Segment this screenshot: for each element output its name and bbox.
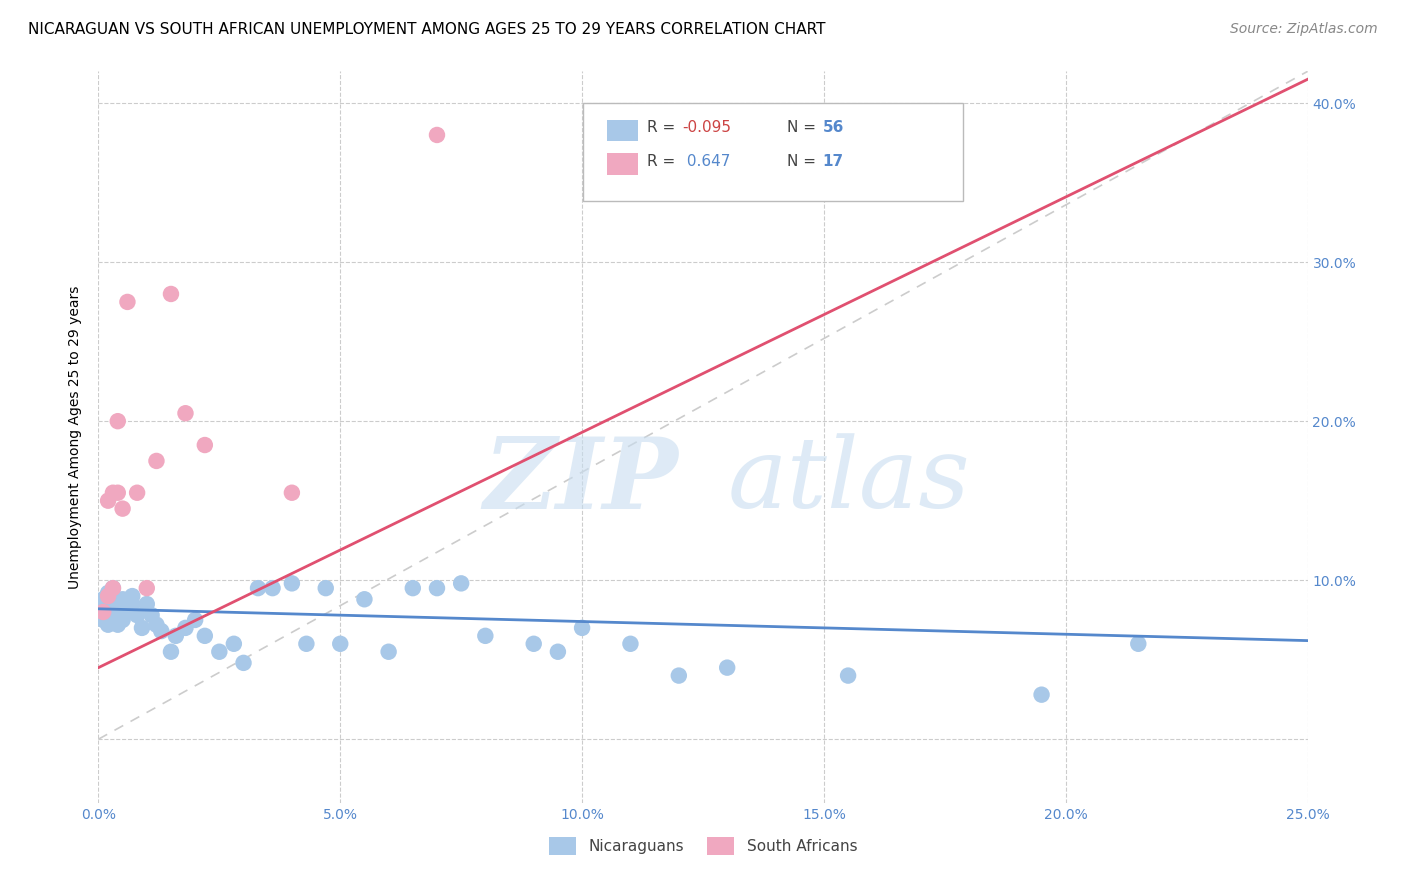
Point xyxy=(716,660,738,674)
Point xyxy=(295,637,318,651)
Point xyxy=(194,438,217,452)
Point xyxy=(145,454,167,468)
Point xyxy=(135,581,157,595)
Point xyxy=(450,576,472,591)
Text: N =: N = xyxy=(787,154,821,169)
Point xyxy=(426,128,449,142)
Point xyxy=(101,597,124,611)
Point xyxy=(668,668,690,682)
Point xyxy=(222,637,245,651)
Text: ZIP: ZIP xyxy=(484,433,679,529)
Point xyxy=(107,608,129,623)
Text: NICARAGUAN VS SOUTH AFRICAN UNEMPLOYMENT AMONG AGES 25 TO 29 YEARS CORRELATION C: NICARAGUAN VS SOUTH AFRICAN UNEMPLOYMENT… xyxy=(28,22,825,37)
Point xyxy=(315,581,337,595)
Point xyxy=(101,581,124,595)
Point xyxy=(107,485,129,500)
Point xyxy=(329,637,352,651)
Y-axis label: Unemployment Among Ages 25 to 29 years: Unemployment Among Ages 25 to 29 years xyxy=(69,285,83,589)
Text: N =: N = xyxy=(787,120,821,136)
Point xyxy=(232,656,254,670)
Point xyxy=(174,621,197,635)
Text: 0.647: 0.647 xyxy=(682,154,730,169)
Point xyxy=(426,581,449,595)
Point xyxy=(97,617,120,632)
Text: 56: 56 xyxy=(823,120,844,136)
Point xyxy=(402,581,425,595)
Text: Source: ZipAtlas.com: Source: ZipAtlas.com xyxy=(1230,22,1378,37)
Point xyxy=(523,637,546,651)
Point xyxy=(107,597,129,611)
Point xyxy=(135,597,157,611)
Text: R =: R = xyxy=(647,154,681,169)
Point xyxy=(165,629,187,643)
Point xyxy=(174,406,197,420)
Point xyxy=(145,617,167,632)
Text: R =: R = xyxy=(647,120,681,136)
Point xyxy=(117,294,139,309)
Point xyxy=(107,602,129,616)
Point xyxy=(97,589,120,603)
Point xyxy=(474,629,496,643)
Point xyxy=(353,592,375,607)
Point xyxy=(1128,637,1150,651)
Point xyxy=(111,501,134,516)
Point xyxy=(194,629,217,643)
Point xyxy=(97,493,120,508)
Point xyxy=(127,608,149,623)
Point xyxy=(281,576,304,591)
Point xyxy=(208,645,231,659)
Point xyxy=(619,637,641,651)
Point xyxy=(377,645,399,659)
Point xyxy=(101,485,124,500)
Point xyxy=(127,485,149,500)
Point xyxy=(117,602,139,616)
Point xyxy=(97,586,120,600)
Point xyxy=(101,581,124,595)
Point xyxy=(184,613,207,627)
Point xyxy=(111,592,134,607)
Point xyxy=(111,613,134,627)
Text: atlas: atlas xyxy=(727,434,970,529)
Point xyxy=(150,624,173,638)
Point xyxy=(111,605,134,619)
Point xyxy=(141,608,163,623)
Point xyxy=(121,597,143,611)
Point xyxy=(97,602,120,616)
Point xyxy=(91,605,114,619)
Legend: Nicaraguans, South Africans: Nicaraguans, South Africans xyxy=(543,831,863,861)
Point xyxy=(91,592,114,607)
Point xyxy=(837,668,859,682)
Point xyxy=(160,645,183,659)
Text: 17: 17 xyxy=(823,154,844,169)
Point xyxy=(247,581,270,595)
Point xyxy=(107,414,129,428)
Point xyxy=(97,608,120,623)
Point xyxy=(91,613,114,627)
Point xyxy=(131,621,153,635)
Point xyxy=(121,589,143,603)
Point xyxy=(547,645,569,659)
Point xyxy=(101,613,124,627)
Point xyxy=(571,621,593,635)
Point xyxy=(91,605,114,619)
Point xyxy=(107,617,129,632)
Point xyxy=(1031,688,1053,702)
Point xyxy=(101,589,124,603)
Point xyxy=(262,581,284,595)
Text: -0.095: -0.095 xyxy=(682,120,731,136)
Point xyxy=(281,485,304,500)
Point xyxy=(160,287,183,301)
